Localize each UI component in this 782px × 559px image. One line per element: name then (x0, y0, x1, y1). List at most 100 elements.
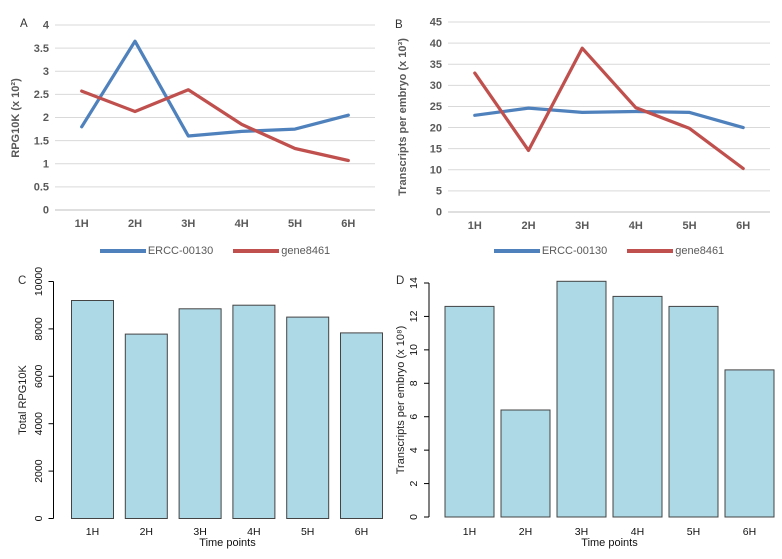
x-tick-label: 1H (463, 526, 476, 538)
panel-d-letter: D (396, 275, 405, 287)
y-tick-label: 0 (408, 514, 420, 520)
bar-2H (124, 333, 168, 519)
panel-a-legend: ERCC-00130 gene8461 (55, 245, 375, 257)
bar-1H (71, 300, 114, 519)
y-tick-label: 25 (430, 101, 442, 113)
legend-item: gene8461 (233, 245, 330, 257)
bar-6H (340, 332, 383, 520)
x-tick-label: 3H (575, 220, 589, 232)
y-tick-label: 10 (430, 164, 442, 176)
x-tick-label: 6H (736, 220, 750, 232)
x-tick-label: 6H (341, 218, 355, 230)
legend-label: ERCC-00130 (147, 245, 214, 257)
panel-a-plot: 0 0.5 1 1.5 2 2.5 3 3.5 4 1H 2H 3H 4H 5H 6H (34, 20, 375, 230)
y-tick-label: 6000 (33, 364, 45, 388)
y-tick-label: 1 (43, 158, 49, 170)
bar-2H (500, 409, 551, 518)
panel-d: 0 2 4 6 8 10 12 14 1H 2H 3H 4H 5H 6H D Transcripts pe… (391, 265, 782, 559)
legend-line-swatch-red (627, 249, 674, 253)
y-tick-label: 15 (430, 143, 442, 155)
y-tick-label: 5 (436, 186, 442, 198)
bar-5H (668, 305, 719, 518)
y-tick-label: 30 (430, 80, 442, 92)
y-tick-label: 1.5 (34, 135, 49, 147)
x-tick-label: 2H (140, 526, 153, 538)
y-tick-label: 0 (43, 205, 49, 217)
series-line-ERCC-00130 (473, 106, 745, 130)
legend-item: ERCC-00130 (99, 245, 214, 257)
series-line-gene8461 (473, 46, 745, 171)
bar-3H (556, 280, 607, 518)
y-tick-label: 40 (430, 38, 442, 50)
x-tick-label: 3H (193, 526, 206, 538)
series-line-ERCC-00130 (80, 39, 350, 138)
panel-b-letter: B (395, 19, 403, 31)
y-tick-label: 4000 (33, 412, 45, 436)
x-tick-label: 5H (687, 526, 700, 538)
panel-c-letter: C (18, 275, 27, 287)
y-tick-label: 8000 (33, 317, 45, 341)
y-tick-label: 8 (408, 380, 420, 386)
y-tick-label: 0 (436, 207, 442, 219)
panel-d-x-axis-title: Time points (581, 537, 638, 549)
panel-a-y-axis-title: RPG10K (x 10²) (10, 78, 22, 158)
bar-4H (232, 304, 276, 520)
panel-d-plot: 0 2 4 6 8 10 12 14 1H 2H 3H 4H 5H 6H (408, 277, 775, 538)
panel-a: 0 0.5 1 1.5 2 2.5 3 3.5 4 1H 2H 3H 4H 5H 6H A RPG10K (… (0, 0, 391, 265)
x-tick-label: 2H (521, 220, 535, 232)
y-tick-label: 10000 (33, 267, 45, 296)
x-tick-label: 6H (355, 526, 368, 538)
y-tick-label: 2 (43, 112, 49, 124)
y-tick-label: 35 (430, 59, 442, 71)
legend-line-swatch-blue (99, 249, 146, 253)
x-tick-label: 6H (743, 526, 756, 538)
y-tick-label: 0.5 (34, 182, 49, 194)
panel-c-plot: 0 2000 4000 6000 8000 10000 1H 2H 3H 4H 5H 6H (33, 267, 383, 538)
y-tick-label: 10 (408, 344, 420, 356)
x-tick-label: 3H (575, 526, 588, 538)
bar-5H (286, 316, 330, 519)
y-tick-label: 3 (43, 66, 49, 78)
y-tick-label: 2 (408, 480, 420, 486)
legend-label: gene8461 (675, 245, 725, 257)
y-tick-label: 4 (43, 20, 50, 32)
y-tick-label: 3.5 (34, 43, 49, 55)
legend-label: gene8461 (281, 245, 331, 257)
panel-c: 0 2000 4000 6000 8000 10000 1H 2H 3H 4H 5H 6H C Tot… (0, 265, 391, 559)
legend-line-swatch-red (233, 249, 280, 253)
x-tick-label: 2H (128, 218, 142, 230)
x-tick-label: 4H (629, 220, 643, 232)
panel-b: 0 5 10 15 20 25 30 35 40 45 1H 2H 3H 4H 5H 6H B Transcr… (391, 0, 782, 265)
legend-item: ERCC-00130 (493, 245, 608, 257)
y-tick-label: 0 (33, 515, 45, 521)
panel-c-y-axis-title: Total RPG10K (17, 365, 29, 435)
x-tick-label: 5H (682, 220, 696, 232)
panel-b-y-axis-title: Transcripts per embryo (x 10³) (397, 38, 409, 196)
x-tick-label: 4H (631, 526, 644, 538)
panel-b-plot: 0 5 10 15 20 25 30 35 40 45 1H 2H 3H 4H 5H 6H (430, 17, 770, 232)
legend-item: gene8461 (627, 245, 724, 257)
x-tick-label: 1H (86, 526, 99, 538)
y-tick-label: 45 (430, 17, 442, 29)
y-tick-label: 2.5 (34, 89, 49, 101)
x-tick-label: 5H (301, 526, 314, 538)
y-tick-label: 20 (430, 122, 442, 134)
y-tick-label: 2000 (33, 459, 45, 483)
y-tick-label: 4 (408, 447, 420, 453)
x-tick-label: 2H (519, 526, 532, 538)
x-tick-label: 1H (468, 220, 482, 232)
legend-line-swatch-blue (493, 249, 540, 253)
x-tick-label: 1H (75, 218, 89, 230)
bar-4H (612, 295, 663, 518)
y-tick-label: 6 (408, 414, 420, 420)
bar-3H (178, 308, 222, 519)
legend-label: ERCC-00130 (541, 245, 608, 257)
panel-c-x-axis-title: Time points (199, 537, 256, 549)
x-tick-label: 3H (181, 218, 195, 230)
bar-1H (444, 305, 495, 518)
x-tick-label: 4H (235, 218, 249, 230)
panel-d-y-axis-title: Transcripts per embryo (x 10⁸) (395, 325, 407, 475)
x-tick-label: 5H (288, 218, 302, 230)
y-tick-label: 14 (408, 277, 420, 289)
